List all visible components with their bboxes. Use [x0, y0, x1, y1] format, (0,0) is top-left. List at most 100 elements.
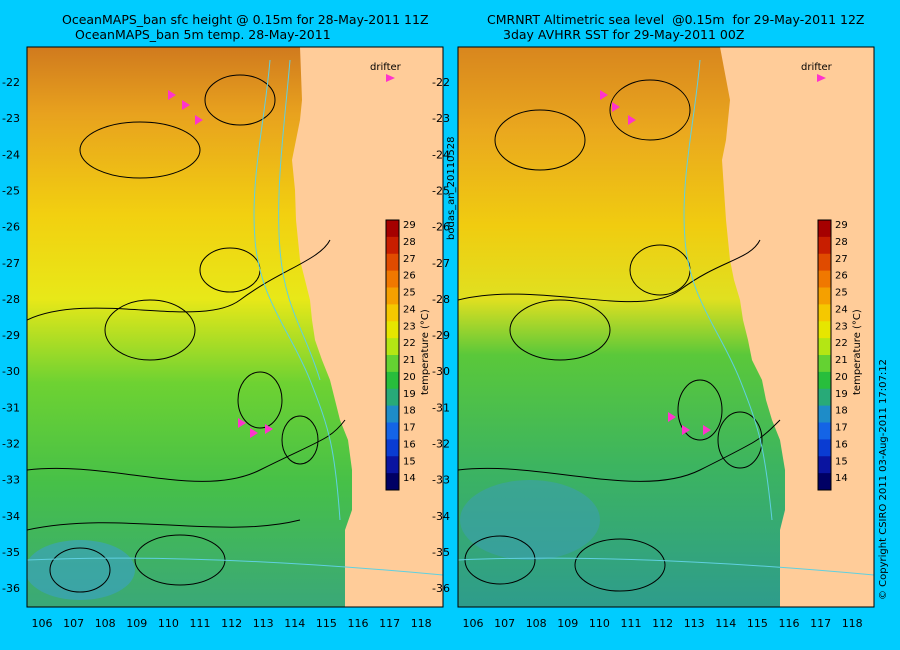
right-longitude-label: 113 [684, 617, 705, 630]
left-longitude-label: 117 [379, 617, 400, 630]
left-colorbar-tick: 19 [403, 389, 416, 400]
right-drifter-arrows [600, 90, 711, 435]
right-colorbar-swatch [818, 473, 831, 491]
left-latitude-label: -27 [2, 257, 20, 270]
left-colorbar-swatch [386, 321, 399, 339]
right-colorbar-tick: 28 [835, 237, 848, 248]
right-colorbar-tick: 26 [835, 271, 848, 282]
left-colorbar-swatch [386, 270, 399, 288]
right-colorbar-tick: 27 [835, 254, 848, 265]
right-colorbar-swatch [818, 355, 831, 373]
left-colorbar-swatch [386, 253, 399, 272]
left-colorbar-tick: 16 [403, 439, 416, 450]
left-latitude-label: -31 [2, 401, 20, 414]
right-colorbar-tick: 24 [835, 304, 848, 315]
left-colorbar-swatch [386, 220, 399, 238]
right-colorbar-tick: 29 [835, 220, 848, 231]
left-colorbar-tick: 25 [403, 288, 416, 299]
left-colorbar-swatch [386, 439, 399, 457]
left-colorbar-tick: 21 [403, 355, 416, 366]
right-colorbar-swatch [818, 220, 831, 238]
right-latitude-label: -22 [432, 76, 450, 89]
left-isobaths [27, 59, 443, 576]
right-latitude-label: -30 [432, 365, 450, 378]
left-colorbar-label: temperature (°C) [420, 309, 431, 395]
right-latitude-axis: -22 -23 -24 -25 -26 -27 -28 -29 -30 -31 -32 -33 -34 -… [432, 76, 450, 595]
right-colorbar-tick: 22 [835, 338, 848, 349]
left-colorbar-tick: 28 [403, 237, 416, 248]
left-latitude-label: -32 [2, 438, 20, 451]
right-colorbar: 29 28 27 26 25 24 23 22 21 20 19 18 17 16 15 14 temperat… [817, 219, 863, 491]
left-longitude-label: 118 [411, 617, 432, 630]
left-latitude-label: -22 [2, 76, 20, 89]
left-latitude-label: -34 [2, 510, 20, 523]
right-map-panel [458, 47, 874, 607]
right-drifter-legend-label: drifter [801, 62, 833, 73]
right-longitude-label: 116 [779, 617, 800, 630]
left-title-line2: OceanMAPS_ban 5m temp. 28-May-2011 [75, 27, 331, 42]
left-colorbar-swatch [386, 456, 399, 474]
left-longitude-label: 114 [284, 617, 305, 630]
left-latitude-label: -33 [2, 474, 20, 487]
right-longitude-label: 107 [494, 617, 515, 630]
left-colorbar-swatch [386, 338, 399, 356]
right-colorbar-swatch [818, 439, 831, 457]
right-longitude-label: 112 [652, 617, 673, 630]
left-title-line1: OceanMAPS_ban sfc height @ 0.15m for 28-… [62, 12, 429, 27]
left-longitude-label: 108 [95, 617, 116, 630]
right-colorbar-swatch [818, 321, 831, 339]
right-latitude-label: -29 [432, 329, 450, 342]
left-colorbar-swatch [386, 287, 399, 305]
right-colorbar-swatch [818, 422, 831, 440]
right-latitude-label: -27 [432, 257, 450, 270]
right-colorbar-swatch [818, 405, 831, 423]
right-colorbar-tick: 23 [835, 321, 848, 332]
right-colorbar-swatch [818, 371, 831, 390]
side-text-run: bodas_an_20110528 [446, 136, 457, 240]
right-colorbar-swatch [818, 287, 831, 305]
right-cool-patch [460, 480, 600, 560]
right-longitude-axis: 106 107 108 109 110 111 112 113 114 115 116 117 118 [463, 617, 863, 630]
right-colorbar-tick: 16 [835, 439, 848, 450]
left-colorbar-swatch [386, 236, 399, 255]
left-colorbar-swatch [386, 388, 399, 407]
left-colorbar-tick: 22 [403, 338, 416, 349]
left-colorbar-tick: 18 [403, 406, 416, 417]
left-colorbar-tick: 23 [403, 321, 416, 332]
right-longitude-label: 110 [589, 617, 610, 630]
right-colorbar-swatch [818, 456, 831, 474]
right-longitude-label: 108 [526, 617, 547, 630]
right-isobaths [458, 59, 874, 576]
right-longitude-label: 114 [715, 617, 736, 630]
left-latitude-label: -36 [2, 582, 20, 595]
right-colorbar-tick: 14 [835, 473, 848, 484]
copyright-text: © Copyright CSIRO 2011 03-Aug-2011 17:07… [878, 359, 889, 600]
right-colorbar-tick: 17 [835, 423, 848, 434]
left-colorbar: 29 28 27 26 25 24 23 22 21 20 19 18 17 16 15 14 temperat… [385, 219, 431, 491]
right-colorbar-tick: 25 [835, 288, 848, 299]
right-colorbar-swatch [818, 304, 831, 322]
right-colorbar-swatch [818, 236, 831, 255]
right-title-line1: CMRNRT Altimetric sea level @0.15m for 2… [487, 12, 865, 27]
right-longitude-label: 106 [463, 617, 484, 630]
left-colorbar-swatch [386, 473, 399, 491]
right-longitude-label: 118 [842, 617, 863, 630]
left-colorbar-swatch [386, 422, 399, 440]
left-longitude-label: 107 [63, 617, 84, 630]
left-longitude-label: 111 [190, 617, 211, 630]
left-colorbar-tick: 17 [403, 423, 416, 434]
left-latitude-label: -29 [2, 329, 20, 342]
right-land [720, 47, 874, 607]
left-colorbar-tick: 15 [403, 456, 416, 467]
right-title-line2: 3day AVHRR SST for 29-May-2011 00Z [503, 27, 745, 42]
right-longitude-label: 111 [621, 617, 642, 630]
left-colorbar-swatch [386, 304, 399, 322]
left-latitude-label: -26 [2, 221, 20, 234]
left-map-panel [27, 47, 443, 607]
right-colorbar-swatch [818, 253, 831, 272]
left-longitude-label: 112 [221, 617, 242, 630]
left-latitude-label: -24 [2, 148, 20, 161]
right-colorbar-frame [817, 219, 832, 491]
right-latitude-label: -26 [432, 221, 450, 234]
